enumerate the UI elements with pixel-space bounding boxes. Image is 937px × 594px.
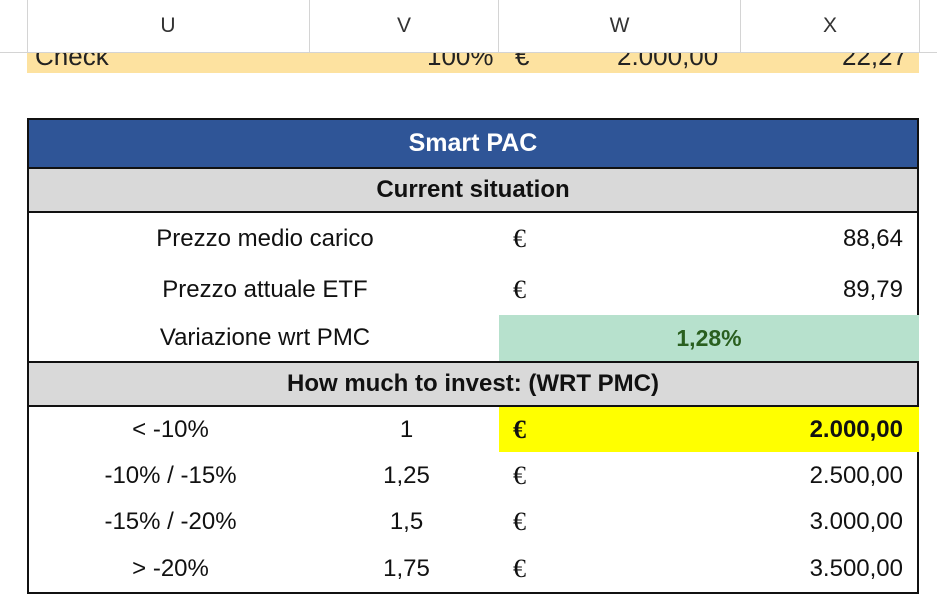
row-label: Prezzo medio carico bbox=[156, 224, 374, 252]
invest-row[interactable]: -15% / -20% 1,5 € 3.000,00 bbox=[29, 499, 917, 545]
column-header-bar: U V W X bbox=[0, 0, 937, 53]
invest-row[interactable]: -10% / -15% 1,25 € 2.500,00 bbox=[29, 452, 917, 499]
check-currency: € bbox=[515, 53, 530, 71]
range-label: > -20% bbox=[132, 554, 209, 582]
smart-pac-table: Smart PAC Current situation Prezzo medio… bbox=[27, 118, 919, 594]
invest-row-highlighted[interactable]: < -10% 1 € 2.000,00 bbox=[29, 407, 919, 452]
variation-row[interactable]: Variazione wrt PMC 1,28% bbox=[29, 315, 919, 361]
column-header-x[interactable]: X bbox=[741, 0, 920, 52]
section-how-much-to-invest[interactable]: How much to invest: (WRT PMC) bbox=[29, 361, 917, 407]
multiplier: 1,75 bbox=[383, 554, 430, 582]
amount: 2.500,00 bbox=[809, 461, 903, 489]
invest-row[interactable]: > -20% 1,75 € 3.500,00 bbox=[29, 545, 917, 592]
check-value: 22,27 bbox=[842, 53, 908, 71]
currency-symbol: € bbox=[513, 223, 526, 253]
multiplier: 1,25 bbox=[383, 461, 430, 489]
table-title[interactable]: Smart PAC bbox=[29, 120, 917, 167]
variation-value: 1,28% bbox=[499, 315, 919, 361]
row-value: 89,79 bbox=[842, 275, 903, 303]
column-header-w[interactable]: W bbox=[499, 0, 741, 52]
check-label: Check bbox=[35, 53, 109, 71]
column-header-u[interactable]: U bbox=[27, 0, 310, 52]
currency-symbol: € bbox=[513, 507, 526, 536]
currency-symbol: € bbox=[513, 274, 526, 304]
table-row[interactable]: Prezzo medio carico € 88,64 bbox=[29, 213, 917, 264]
row-label: Prezzo attuale ETF bbox=[162, 275, 368, 303]
table-row[interactable]: Prezzo attuale ETF € 89,79 bbox=[29, 264, 917, 315]
check-amount: 2.000,00 bbox=[617, 53, 719, 71]
variation-label: Variazione wrt PMC bbox=[159, 324, 371, 351]
amount: 3.000,00 bbox=[809, 508, 903, 535]
amount: 2.000,00 bbox=[809, 415, 903, 443]
multiplier: 1 bbox=[399, 415, 414, 443]
highlight-fill bbox=[499, 407, 919, 452]
row-value: 88,64 bbox=[842, 224, 903, 252]
currency-symbol: € bbox=[513, 460, 526, 490]
column-header-v[interactable]: V bbox=[310, 0, 499, 52]
currency-symbol: € bbox=[513, 414, 526, 444]
currency-symbol: € bbox=[513, 553, 526, 583]
range-label: < -10% bbox=[132, 415, 209, 443]
range-label: -15% / -20% bbox=[104, 508, 237, 535]
column-header-spacer bbox=[0, 0, 28, 52]
amount: 3.500,00 bbox=[809, 554, 903, 582]
check-percent: 100% bbox=[427, 53, 494, 71]
multiplier: 1,5 bbox=[389, 508, 424, 535]
check-row[interactable]: Check 100% € 2.000,00 22,27 bbox=[27, 53, 919, 73]
range-label: -10% / -15% bbox=[104, 461, 237, 489]
section-current-situation[interactable]: Current situation bbox=[29, 167, 917, 213]
